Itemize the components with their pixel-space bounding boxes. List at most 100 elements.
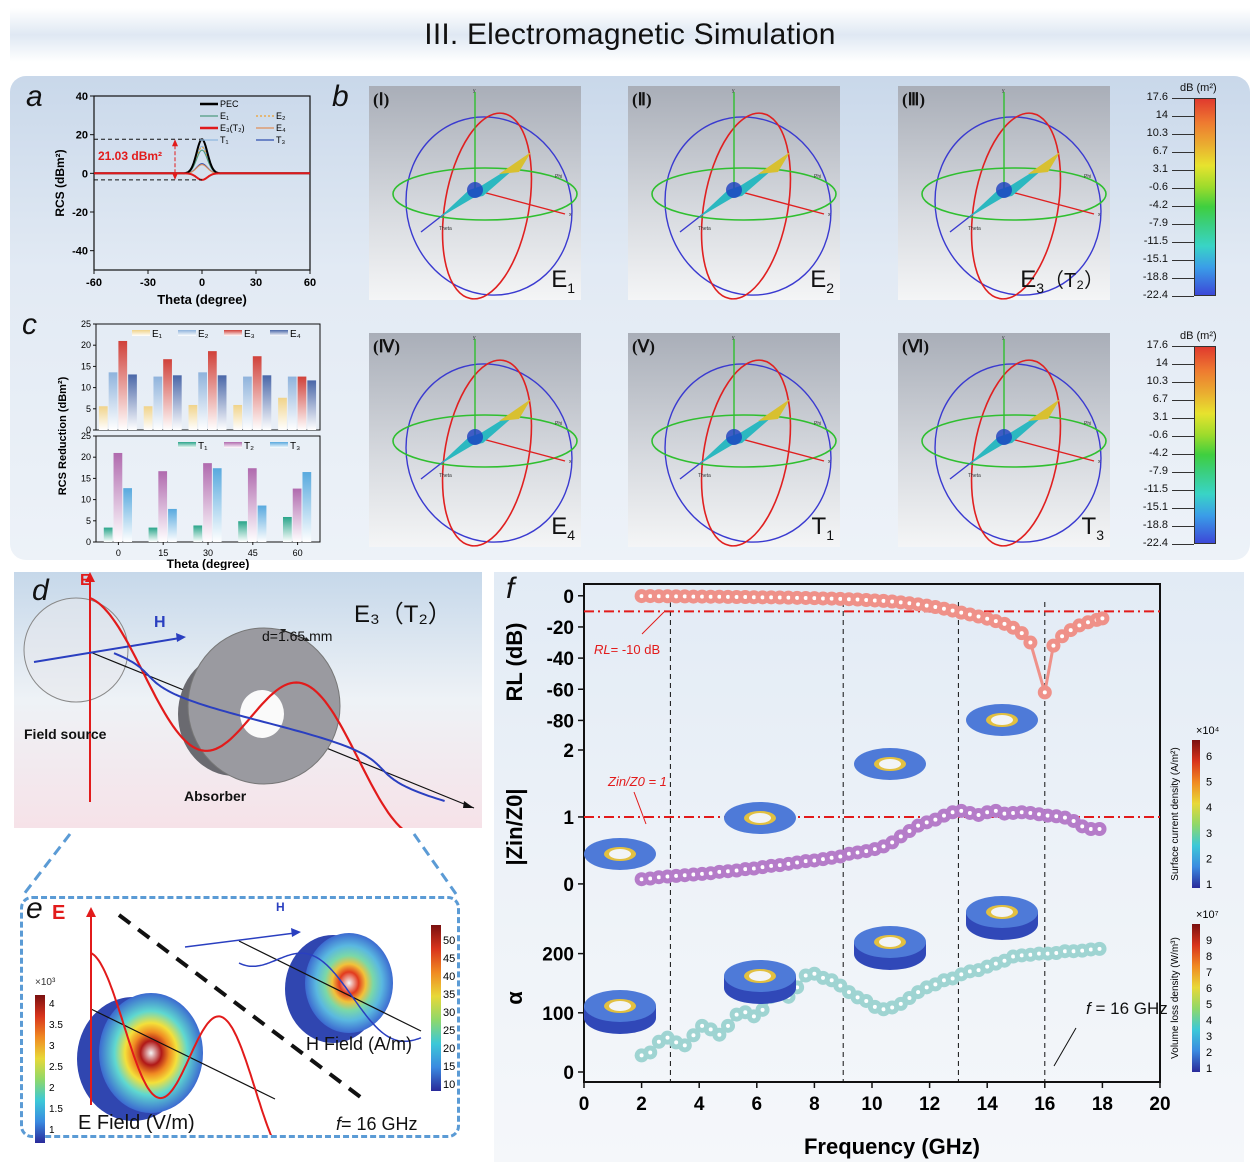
data-point-highlight: [1011, 954, 1016, 959]
svg-text:Phi: Phi: [555, 174, 562, 180]
svg-text:x: x: [1098, 459, 1101, 465]
data-point-highlight: [786, 595, 791, 600]
rcs-center: [996, 429, 1012, 445]
x-tick-label: 12: [919, 1094, 940, 1115]
y-tick-label: -40: [72, 246, 88, 258]
colorbar-tick-label: 4: [1206, 1015, 1212, 1027]
x-tick-label: 14: [977, 1094, 999, 1115]
sphere-circle-red: [970, 112, 1062, 300]
data-point-highlight: [760, 865, 765, 870]
thickness-label: d=1.65 mm: [262, 628, 333, 644]
data-point-highlight: [821, 596, 826, 601]
page-title: III. Electromagnetic Simulation: [424, 18, 836, 51]
data-point-highlight: [717, 869, 722, 874]
colorbar-tick: [1172, 206, 1194, 207]
absorber-label: Absorber: [184, 788, 247, 804]
colorbar-tick: [1172, 260, 1194, 261]
svg-text:y: y: [473, 335, 476, 341]
data-point-highlight: [933, 605, 938, 610]
data-point-highlight: [682, 1043, 687, 1048]
data-point-highlight: [682, 873, 687, 878]
data-point-highlight: [708, 1027, 713, 1032]
colorbar-tick-label: 7: [1206, 967, 1212, 979]
h-wave: [113, 652, 445, 802]
y-tick-label: 20: [81, 452, 91, 462]
legend-label: E₃: [244, 329, 255, 340]
arrow-head-up: [172, 139, 178, 147]
svg-text:Theta: Theta: [968, 473, 981, 479]
y-tick-label: 20: [81, 340, 91, 350]
data-point-highlight: [1019, 953, 1024, 958]
colorbar-tick-label: 3: [1206, 828, 1212, 840]
data-point-highlight: [665, 594, 670, 599]
colorbar-tick: [1172, 170, 1194, 171]
panel-label-c: c: [22, 308, 37, 341]
sphere-circle-green: [651, 414, 837, 468]
y-axis-label: |Zin/Z0|: [502, 788, 527, 865]
absorber-thumbnail-hole: [879, 759, 901, 769]
radiation-pattern-5: y x Phi Theta (Ⅴ) T1: [628, 333, 840, 547]
e-label-e: E: [52, 902, 66, 924]
data-point-highlight: [838, 596, 843, 601]
data-point-highlight: [1100, 616, 1105, 621]
legend-swatch: [270, 442, 288, 448]
data-point-highlight: [924, 603, 929, 608]
h-colorbar-tick: 50: [443, 935, 456, 947]
radiation-pattern-3: y x Phi Theta (Ⅲ) E3（T₂）: [898, 86, 1110, 300]
x-tick-label: 30: [203, 548, 213, 558]
data-point-highlight: [777, 595, 782, 600]
e-colorbar-tick: 2.5: [49, 1062, 63, 1073]
data-point-highlight: [648, 876, 653, 881]
data-point-highlight: [777, 863, 782, 868]
colorbar-tick: [1172, 418, 1194, 419]
colorbar-tick-label: -7.9: [1149, 465, 1168, 477]
svg-text:y: y: [473, 88, 476, 94]
colorbar-tick-label: 5: [1206, 999, 1212, 1011]
bar-E₄: [307, 380, 317, 430]
colorbar-multiplier: ×10⁴: [1196, 725, 1220, 737]
data-point-highlight: [950, 976, 955, 981]
legend-swatch: [132, 330, 150, 336]
colorbar-tick-label: 4: [1206, 802, 1212, 814]
bar-T₁: [103, 527, 113, 542]
sphere-circle-red: [700, 112, 792, 300]
data-point-highlight: [1037, 812, 1042, 817]
y-tick-label: 25: [81, 319, 91, 329]
h-axis: [33, 637, 181, 663]
pattern-3d-plot: y x Phi Theta: [921, 335, 1107, 547]
panel-label-e: e: [26, 892, 43, 925]
colorbar-tick: [1172, 116, 1194, 117]
colorbar-tick: [1172, 364, 1194, 365]
data-point-highlight: [639, 1053, 644, 1058]
data-point-highlight: [821, 975, 826, 980]
sphere-circle-red: [970, 359, 1062, 547]
data-point-highlight: [846, 851, 851, 856]
bar-E₃: [208, 351, 217, 430]
pattern-index-label: (Ⅳ): [373, 337, 401, 356]
pattern-configuration-label: E1: [551, 266, 575, 296]
y-tick-label: 10: [81, 495, 91, 505]
bar-E₄: [217, 375, 227, 430]
bar-E₄: [172, 375, 182, 430]
bar-T₂: [158, 471, 168, 542]
bar-T₁: [282, 516, 292, 542]
colorbar-tick: [1172, 490, 1194, 491]
panel-d-background: [14, 572, 482, 839]
colorbar-tick-label: -18.8: [1142, 519, 1168, 531]
svg-text:Phi: Phi: [814, 421, 821, 427]
data-point-highlight: [872, 1004, 877, 1009]
freq-value: = 16 GHz: [341, 1114, 418, 1134]
data-point-highlight: [769, 595, 774, 600]
bar-E₂: [243, 376, 252, 430]
data-point-highlight: [1042, 690, 1047, 695]
colorbar-unit: dB (m²): [1180, 82, 1217, 94]
data-point-highlight: [717, 594, 722, 599]
svg-text:Theta: Theta: [968, 226, 981, 232]
e-colorbar-tick: 1: [49, 1125, 55, 1136]
panel-label-f: f: [506, 572, 515, 605]
rcs-center: [467, 182, 483, 198]
x-tick-label: -30: [140, 277, 156, 289]
e-wave-e: [90, 952, 276, 1145]
data-point-highlight: [734, 868, 739, 873]
legend-swatch: [224, 442, 242, 448]
